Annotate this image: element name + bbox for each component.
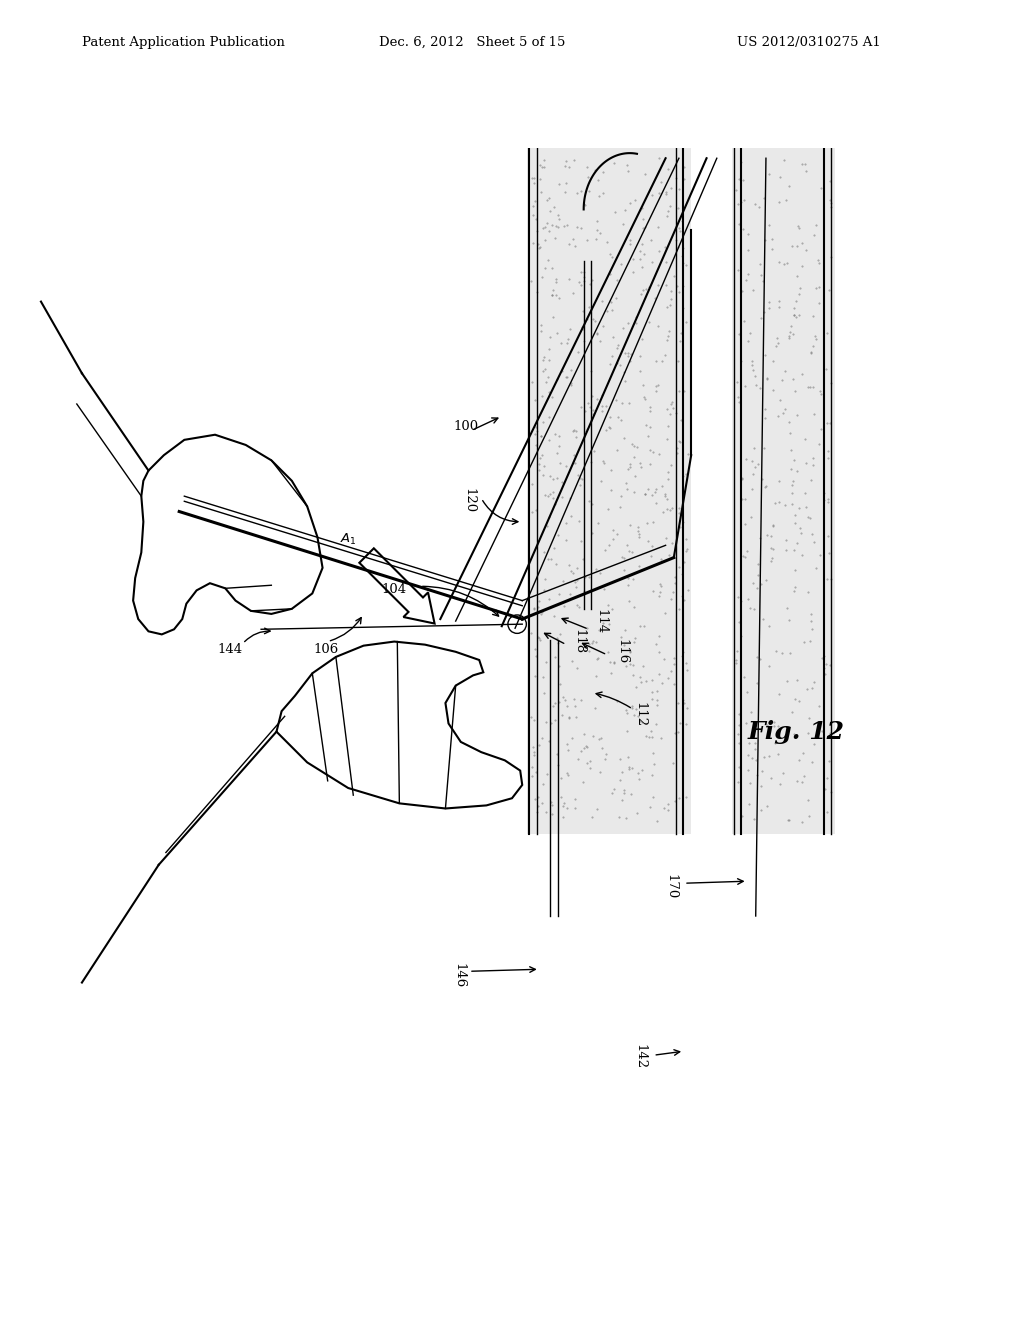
Text: 106: 106 (313, 643, 338, 656)
Text: 112: 112 (634, 702, 646, 727)
Text: 142: 142 (634, 1044, 646, 1069)
Text: 170: 170 (665, 874, 677, 899)
Polygon shape (133, 434, 323, 635)
Text: 114: 114 (595, 609, 607, 634)
Text: Fig. 12: Fig. 12 (748, 719, 845, 743)
Text: $A_1$: $A_1$ (340, 532, 356, 546)
Text: 116: 116 (615, 639, 628, 664)
FancyArrow shape (359, 548, 434, 623)
Text: 100: 100 (454, 420, 478, 433)
Text: US 2012/0310275 A1: US 2012/0310275 A1 (737, 36, 881, 49)
Text: 104: 104 (382, 583, 407, 595)
Polygon shape (276, 642, 522, 808)
Polygon shape (732, 148, 835, 834)
Text: 144: 144 (218, 643, 243, 656)
Text: 146: 146 (453, 962, 465, 987)
Text: Dec. 6, 2012   Sheet 5 of 15: Dec. 6, 2012 Sheet 5 of 15 (379, 36, 565, 49)
Text: 118: 118 (572, 630, 585, 655)
Text: 120: 120 (463, 487, 475, 512)
Text: Patent Application Publication: Patent Application Publication (82, 36, 285, 49)
Polygon shape (527, 148, 691, 834)
